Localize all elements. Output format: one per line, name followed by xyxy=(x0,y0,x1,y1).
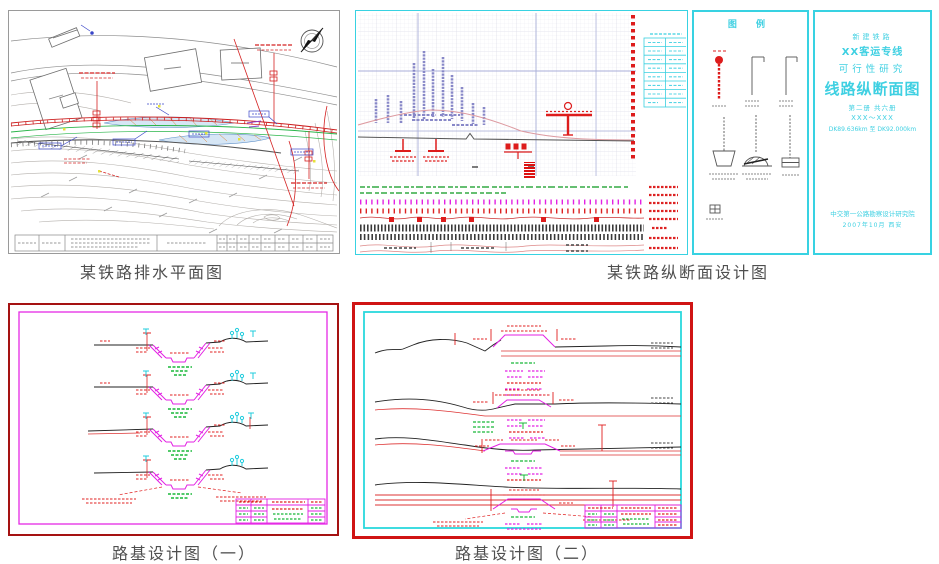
roadbed-2-drawing xyxy=(363,311,682,530)
caption-roadbed-1: 路基设计图（一） xyxy=(112,544,257,563)
roadbed-sheet-2 xyxy=(352,302,693,539)
design-institute: 中交第一公路勘察设计研究院 xyxy=(830,210,915,218)
culvert-symbols xyxy=(390,139,449,162)
cut-symbol-icon xyxy=(709,117,738,180)
horizontal-annotation-rows xyxy=(404,114,478,126)
slope-hatch-band-right xyxy=(189,159,299,174)
cover-title-panel: 新建铁路 XX客运专线 可行性研究 线路纵断面图 第二册 共六册 XXX～XXX… xyxy=(813,10,932,255)
slope-hatch-band-left xyxy=(17,139,179,163)
rb2-title-block xyxy=(584,504,682,529)
profile-drawing xyxy=(357,13,686,253)
rb2-section xyxy=(374,389,682,439)
red-bracket-group xyxy=(504,143,535,179)
rb2-section xyxy=(374,422,682,481)
legend-title: 图 例 xyxy=(727,20,774,30)
section-range: XXX～XXX xyxy=(851,114,894,122)
rb2-section xyxy=(374,474,682,530)
band-row-labels xyxy=(649,185,678,250)
yellow-dots xyxy=(63,105,316,173)
roadbed-1-drawing xyxy=(18,311,328,525)
project-small-title: 新建铁路 xyxy=(852,33,893,41)
profile-sheet xyxy=(355,10,688,255)
drainage-plan-drawing xyxy=(10,24,339,252)
buildings xyxy=(29,27,263,131)
rb1-section xyxy=(87,411,269,460)
bridge-mark-symbol-icon xyxy=(745,56,765,107)
rb1-section xyxy=(94,369,269,418)
drawing-title: 线路纵断面图 xyxy=(824,80,921,98)
caption-roadbed-2: 路基设计图（二） xyxy=(455,544,600,563)
legend-symbols xyxy=(706,50,800,220)
tunnel-symbol-icon xyxy=(742,115,772,180)
date-place: 2007年10月 西安 xyxy=(842,222,903,229)
station-symbol-icon xyxy=(712,50,727,107)
line-name: XX客运专线 xyxy=(841,47,904,58)
blue-labels xyxy=(38,24,314,156)
bridge-center-symbol xyxy=(546,101,592,136)
purple-marks xyxy=(246,120,262,128)
spot-elevation-marks xyxy=(40,154,303,234)
rb1-section xyxy=(82,454,269,504)
red-annotations xyxy=(64,38,339,227)
design-stage: 可行性研究 xyxy=(838,64,907,75)
roadbed-sheet-1 xyxy=(8,303,339,536)
rb2-section xyxy=(374,325,682,396)
caption-profile: 某铁路纵断面设计图 xyxy=(607,263,770,282)
inner-border xyxy=(363,311,682,529)
inner-border xyxy=(18,311,328,525)
bridge-mark-symbol-2-icon xyxy=(779,56,798,107)
rb1-title-block xyxy=(235,498,326,524)
profile-data-band xyxy=(359,186,645,253)
vertical-annotation-columns xyxy=(374,51,486,125)
wall-symbol-icon xyxy=(781,115,800,176)
box-symbol-icon xyxy=(706,204,724,220)
volume-info: 第二册 共六册 xyxy=(848,104,897,112)
curve-data-table xyxy=(643,33,686,108)
profile-grid xyxy=(358,13,636,176)
building-labels xyxy=(48,62,249,100)
design-grade-line xyxy=(357,132,635,142)
legend-panel: 图 例 xyxy=(692,10,809,255)
ground-line xyxy=(357,109,635,141)
railway-corridor xyxy=(10,116,338,174)
caption-drainage-plan: 某铁路排水平面图 xyxy=(80,263,225,282)
plan-title-block xyxy=(14,234,334,252)
mileage-range: DK89.636km 至 DK92.000km xyxy=(828,126,917,133)
rb1-section xyxy=(94,327,269,376)
drainage-plan-sheet xyxy=(8,10,340,254)
north-arrow-icon xyxy=(300,27,324,53)
